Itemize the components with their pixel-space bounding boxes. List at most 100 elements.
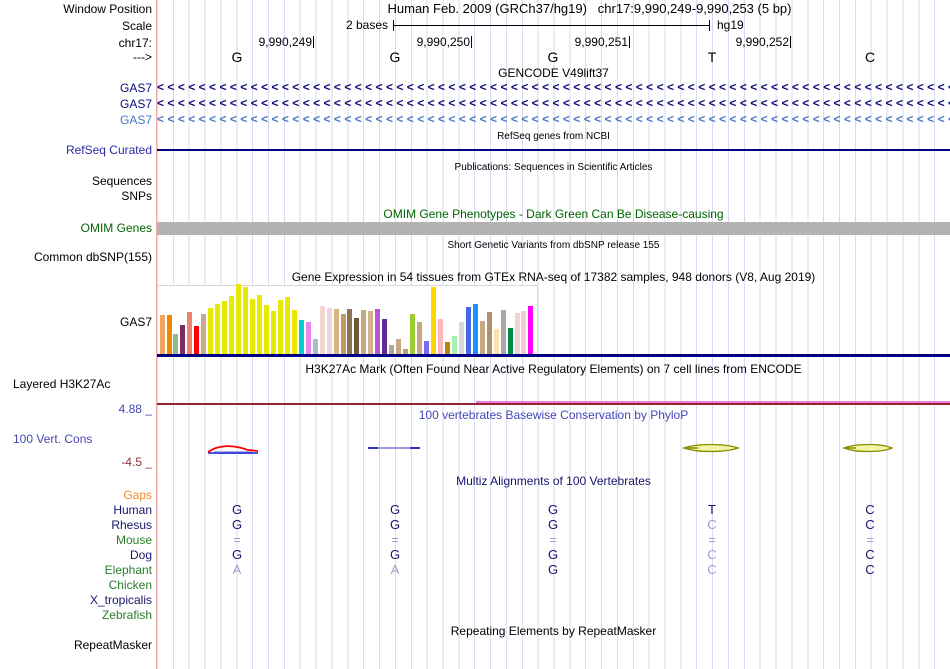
gtex-track-title: Gene Expression in 54 tissues from GTEx … [291, 270, 816, 284]
sequences-label[interactable]: Sequences [91, 174, 152, 188]
scale-bar [393, 20, 710, 31]
gtex-tissue-bar [243, 287, 248, 354]
gtex-tissue-bar [410, 314, 416, 354]
gtex-tissue-bar [507, 328, 513, 354]
omim-genes-label[interactable]: OMIM Genes [80, 221, 152, 235]
gtex-tissue-bar [326, 308, 332, 354]
multiz-base-cell: = [708, 532, 716, 547]
repeatmasker-track-title: Repeating Elements by RepeatMasker [450, 624, 657, 638]
multiz-species-label[interactable]: Human [113, 503, 152, 517]
multiz-species-label[interactable]: Rhesus [111, 518, 152, 532]
phylop-wiggle-negative[interactable] [682, 443, 740, 454]
phylop-wiggle-flat[interactable] [366, 444, 422, 452]
multiz-base-cell: = [391, 532, 399, 547]
gencode-transcript-arrows[interactable]: <<<<<<<<<<<<<<<<<<<<<<<<<<<<<<<<<<<<<<<<… [157, 97, 950, 110]
h3k27ac-signal-dark[interactable] [157, 403, 950, 405]
phylop-track-title: 100 vertebrates Basewise Conservation by… [418, 408, 689, 422]
gtex-tissue-bar [465, 307, 471, 354]
multiz-base-cell: C [707, 517, 717, 532]
dbsnp-track-title: Short Genetic Variants from dbSNP releas… [447, 240, 660, 251]
phylop-wiggle-negative[interactable] [842, 443, 894, 454]
layered-h3k27ac-label[interactable]: Layered H3K27Ac [13, 377, 111, 391]
gtex-gene-label[interactable]: GAS7 [119, 315, 152, 329]
chrom-label: chr17: [118, 36, 152, 50]
omim-gene-bar[interactable] [157, 222, 950, 235]
base-letter: T [707, 49, 717, 65]
multiz-gaps-label[interactable]: Gaps [123, 488, 152, 502]
multiz-species-label[interactable]: Mouse [115, 533, 152, 547]
coord-tick: 9,990,249 [232, 36, 314, 48]
gtex-tissue-bar [354, 318, 360, 354]
gtex-tissue-bar [284, 297, 290, 354]
window-position-label: Window Position [63, 2, 152, 16]
phylop-wiggle-positive[interactable] [206, 442, 262, 456]
assembly-short-label: hg19 [717, 18, 744, 32]
gtex-tissue-bar [291, 310, 297, 354]
gtex-tissue-bar [514, 313, 520, 354]
gtex-tissue-bar [208, 308, 214, 354]
gtex-tissue-bar [486, 312, 492, 354]
gencode-transcript-arrows[interactable]: <<<<<<<<<<<<<<<<<<<<<<<<<<<<<<<<<<<<<<<<… [157, 81, 950, 94]
gencode-gene-label[interactable]: GAS7 [119, 113, 152, 127]
gtex-tissue-bar [528, 306, 534, 354]
multiz-base-cell: = [233, 532, 241, 547]
phylop-max-value: 4.88 _ [118, 402, 152, 416]
multiz-base-cell: G [547, 502, 559, 517]
multiz-species-label[interactable]: X_tropicalis [89, 593, 152, 607]
coord-tick: 9,990,251 [548, 36, 630, 48]
gtex-baseline [157, 354, 950, 357]
window-left-edge-line [156, 0, 157, 669]
multiz-species-label[interactable]: Chicken [108, 578, 152, 592]
scale-value: 2 bases [345, 18, 388, 32]
base-letter: G [231, 49, 243, 65]
phylop-track-label[interactable]: 100 Vert. Cons [13, 432, 93, 446]
refseq-gene-line[interactable] [157, 149, 950, 151]
multiz-species-label[interactable]: Zebrafish [101, 608, 152, 622]
multiz-species-label[interactable]: Dog [129, 548, 152, 562]
gtex-tissue-bar [229, 296, 235, 354]
multiz-base-cell: G [231, 517, 243, 532]
gtex-tissue-bar [236, 284, 242, 354]
gtex-tissue-bar [493, 329, 499, 354]
gtex-tissue-bar [250, 299, 255, 354]
gtex-tissue-bar [479, 321, 485, 354]
gtex-tissue-bar [430, 287, 436, 354]
common-dbsnp-label[interactable]: Common dbSNP(155) [33, 250, 152, 264]
multiz-base-cell: = [866, 532, 874, 547]
gtex-expression-plot[interactable] [157, 284, 538, 355]
gtex-tissue-bar [382, 319, 388, 354]
gtex-tissue-bar [298, 320, 304, 354]
gtex-tissue-bar [389, 345, 395, 354]
multiz-track-title: Multiz Alignments of 100 Vertebrates [456, 474, 651, 488]
multiz-base-cell: G [231, 547, 243, 562]
multiz-base-cell: C [707, 547, 717, 562]
multiz-base-cell: G [389, 517, 401, 532]
gtex-tissue-bar [305, 322, 311, 354]
gtex-tissue-bar [375, 309, 381, 354]
multiz-base-cell: G [389, 502, 401, 517]
gencode-transcript-arrows[interactable]: <<<<<<<<<<<<<<<<<<<<<<<<<<<<<<<<<<<<<<<<… [157, 113, 950, 126]
h3k27ac-signal-pink[interactable] [476, 401, 950, 403]
snps-label[interactable]: SNPs [121, 189, 152, 203]
gencode-gene-label[interactable]: GAS7 [119, 81, 152, 95]
gtex-tissue-bar [194, 326, 200, 354]
multiz-base-cell: G [231, 502, 243, 517]
publications-track-title: Publications: Sequences in Scientific Ar… [454, 162, 653, 173]
coord-tick: 9,990,250 [390, 36, 472, 48]
gencode-gene-label[interactable]: GAS7 [119, 97, 152, 111]
gtex-tissue-bar [368, 311, 374, 354]
repeatmasker-label[interactable]: RepeatMasker [73, 638, 152, 652]
assembly-position-title: Human Feb. 2009 (GRCh37/hg19) chr17:9,99… [387, 1, 792, 16]
multiz-species-label[interactable]: Elephant [104, 563, 152, 577]
refseq-curated-label[interactable]: RefSeq Curated [65, 143, 152, 157]
coord-tick: 9,990,252 [709, 36, 791, 48]
gtex-tissue-bar [361, 310, 367, 354]
multiz-base-cell: C [865, 517, 875, 532]
multiz-base-cell: G [547, 547, 559, 562]
strand-direction-label: ---> [133, 50, 152, 64]
gtex-tissue-bar [396, 339, 402, 354]
gtex-tissue-bar [451, 336, 457, 354]
gtex-tissue-bar [312, 339, 318, 354]
gtex-tissue-bar [417, 322, 422, 354]
gtex-tissue-bar [256, 295, 262, 354]
